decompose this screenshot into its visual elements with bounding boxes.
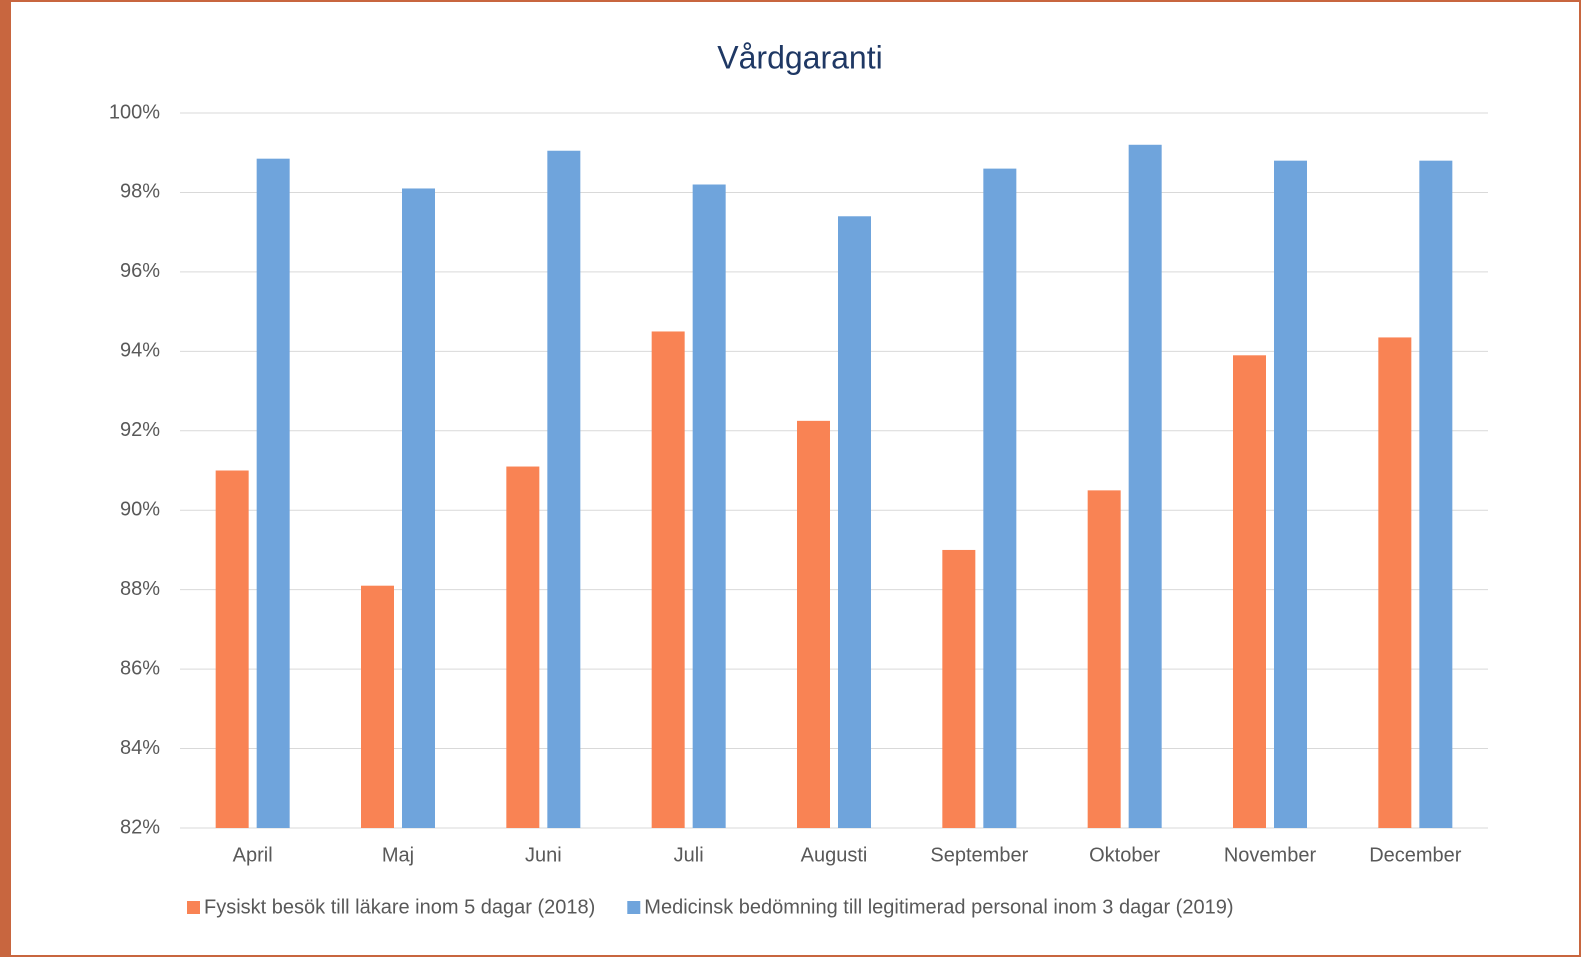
bar xyxy=(1274,160,1307,828)
bar xyxy=(1378,337,1412,828)
y-tick-label: 88% xyxy=(120,578,160,600)
bar xyxy=(256,158,290,829)
y-tick-label: 84% xyxy=(120,737,160,759)
chart-title: Vårdgaranti xyxy=(717,39,882,75)
bar xyxy=(506,466,540,828)
legend-swatch xyxy=(187,901,200,914)
y-tick-label: 100% xyxy=(109,101,160,123)
bar xyxy=(1233,355,1266,828)
y-tick-label: 94% xyxy=(120,340,160,362)
legend-label: Fysiskt besök till läkare inom 5 dagar (… xyxy=(204,896,595,918)
bar xyxy=(942,549,976,828)
y-tick-label: 96% xyxy=(120,260,160,282)
legend-label: Medicinsk bedömning till legitimerad per… xyxy=(644,896,1233,918)
x-tick-label: Augusti xyxy=(801,844,868,866)
bar xyxy=(1087,490,1121,828)
x-tick-label: September xyxy=(930,844,1028,866)
bar xyxy=(983,168,1017,829)
bar xyxy=(361,585,394,828)
bar xyxy=(402,188,435,828)
x-tick-label: Juni xyxy=(525,844,562,866)
y-tick-label: 98% xyxy=(120,181,160,203)
y-tick-label: 82% xyxy=(120,816,160,838)
x-tick-label: Oktober xyxy=(1089,844,1160,866)
bar xyxy=(692,184,726,828)
bar xyxy=(1128,144,1162,828)
y-tick-label: 86% xyxy=(120,657,160,679)
frame-edge xyxy=(1,1,11,956)
x-tick-label: April xyxy=(233,844,273,866)
bar xyxy=(651,331,685,828)
x-tick-label: November xyxy=(1224,844,1317,866)
bar xyxy=(215,470,249,828)
x-tick-label: Maj xyxy=(382,844,414,866)
x-tick-label: December xyxy=(1369,844,1462,866)
y-tick-label: 90% xyxy=(120,499,160,521)
bar xyxy=(1419,160,1453,828)
y-tick-label: 92% xyxy=(120,419,160,441)
bar xyxy=(797,420,830,828)
x-tick-label: Juli xyxy=(674,844,704,866)
bar xyxy=(838,216,871,828)
legend-swatch xyxy=(627,901,641,914)
bar xyxy=(547,150,581,829)
